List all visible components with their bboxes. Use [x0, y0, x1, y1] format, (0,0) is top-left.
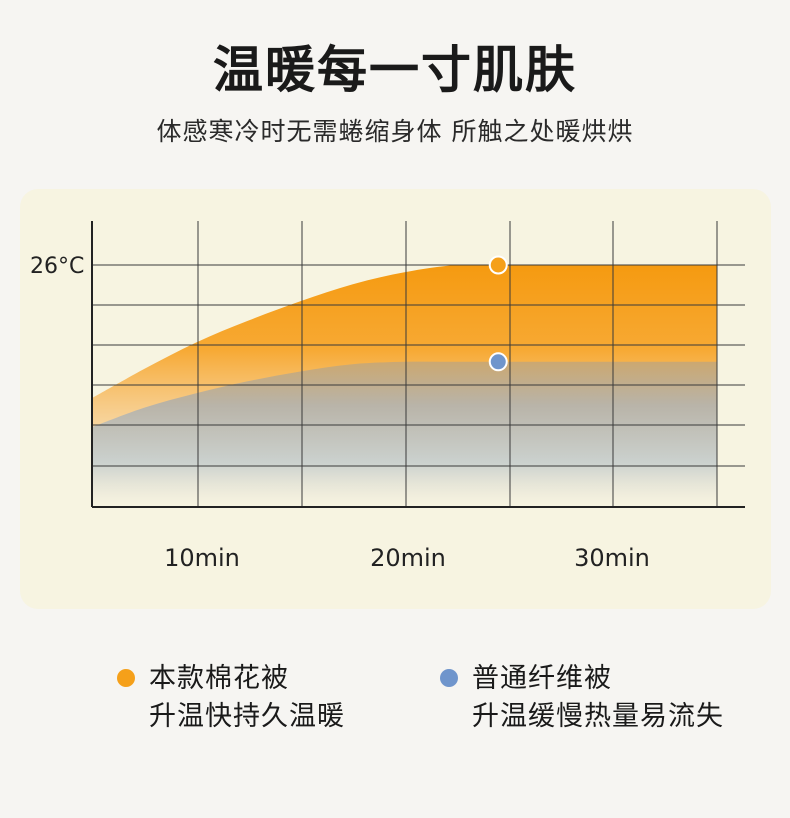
x-tick-label-10: 10min: [164, 544, 240, 572]
page-title: 温暖每一寸肌肤: [213, 41, 577, 99]
legend-fiber-desc: 升温缓慢热量易流失: [472, 701, 724, 732]
legend-dot-cotton: [117, 669, 135, 687]
x-tick-label-20: 20min: [370, 544, 446, 572]
series-marker-0: [488, 255, 508, 275]
legend-dot-fiber: [440, 669, 458, 687]
warming-chart: 26°C 10min 20min 30min: [30, 221, 745, 572]
legend-item-fiber: 普通纤维被 升温缓慢热量易流失: [440, 660, 724, 736]
series-marker-1: [488, 352, 508, 372]
x-tick-label-30: 30min: [574, 544, 650, 572]
series-area-1: [92, 361, 717, 507]
legend-item-cotton: 本款棉花被 升温快持久温暖: [117, 660, 345, 736]
chart-card: 26°C 10min 20min 30min: [20, 189, 771, 609]
y-tick-label: 26°C: [30, 254, 84, 279]
legend-fiber-name: 普通纤维被: [472, 663, 612, 694]
legend-cotton-name: 本款棉花被: [149, 663, 289, 694]
legend-cotton-desc: 升温快持久温暖: [149, 701, 345, 732]
page-subtitle: 体感寒冷时无需蜷缩身体 所触之处暖烘烘: [156, 117, 634, 146]
